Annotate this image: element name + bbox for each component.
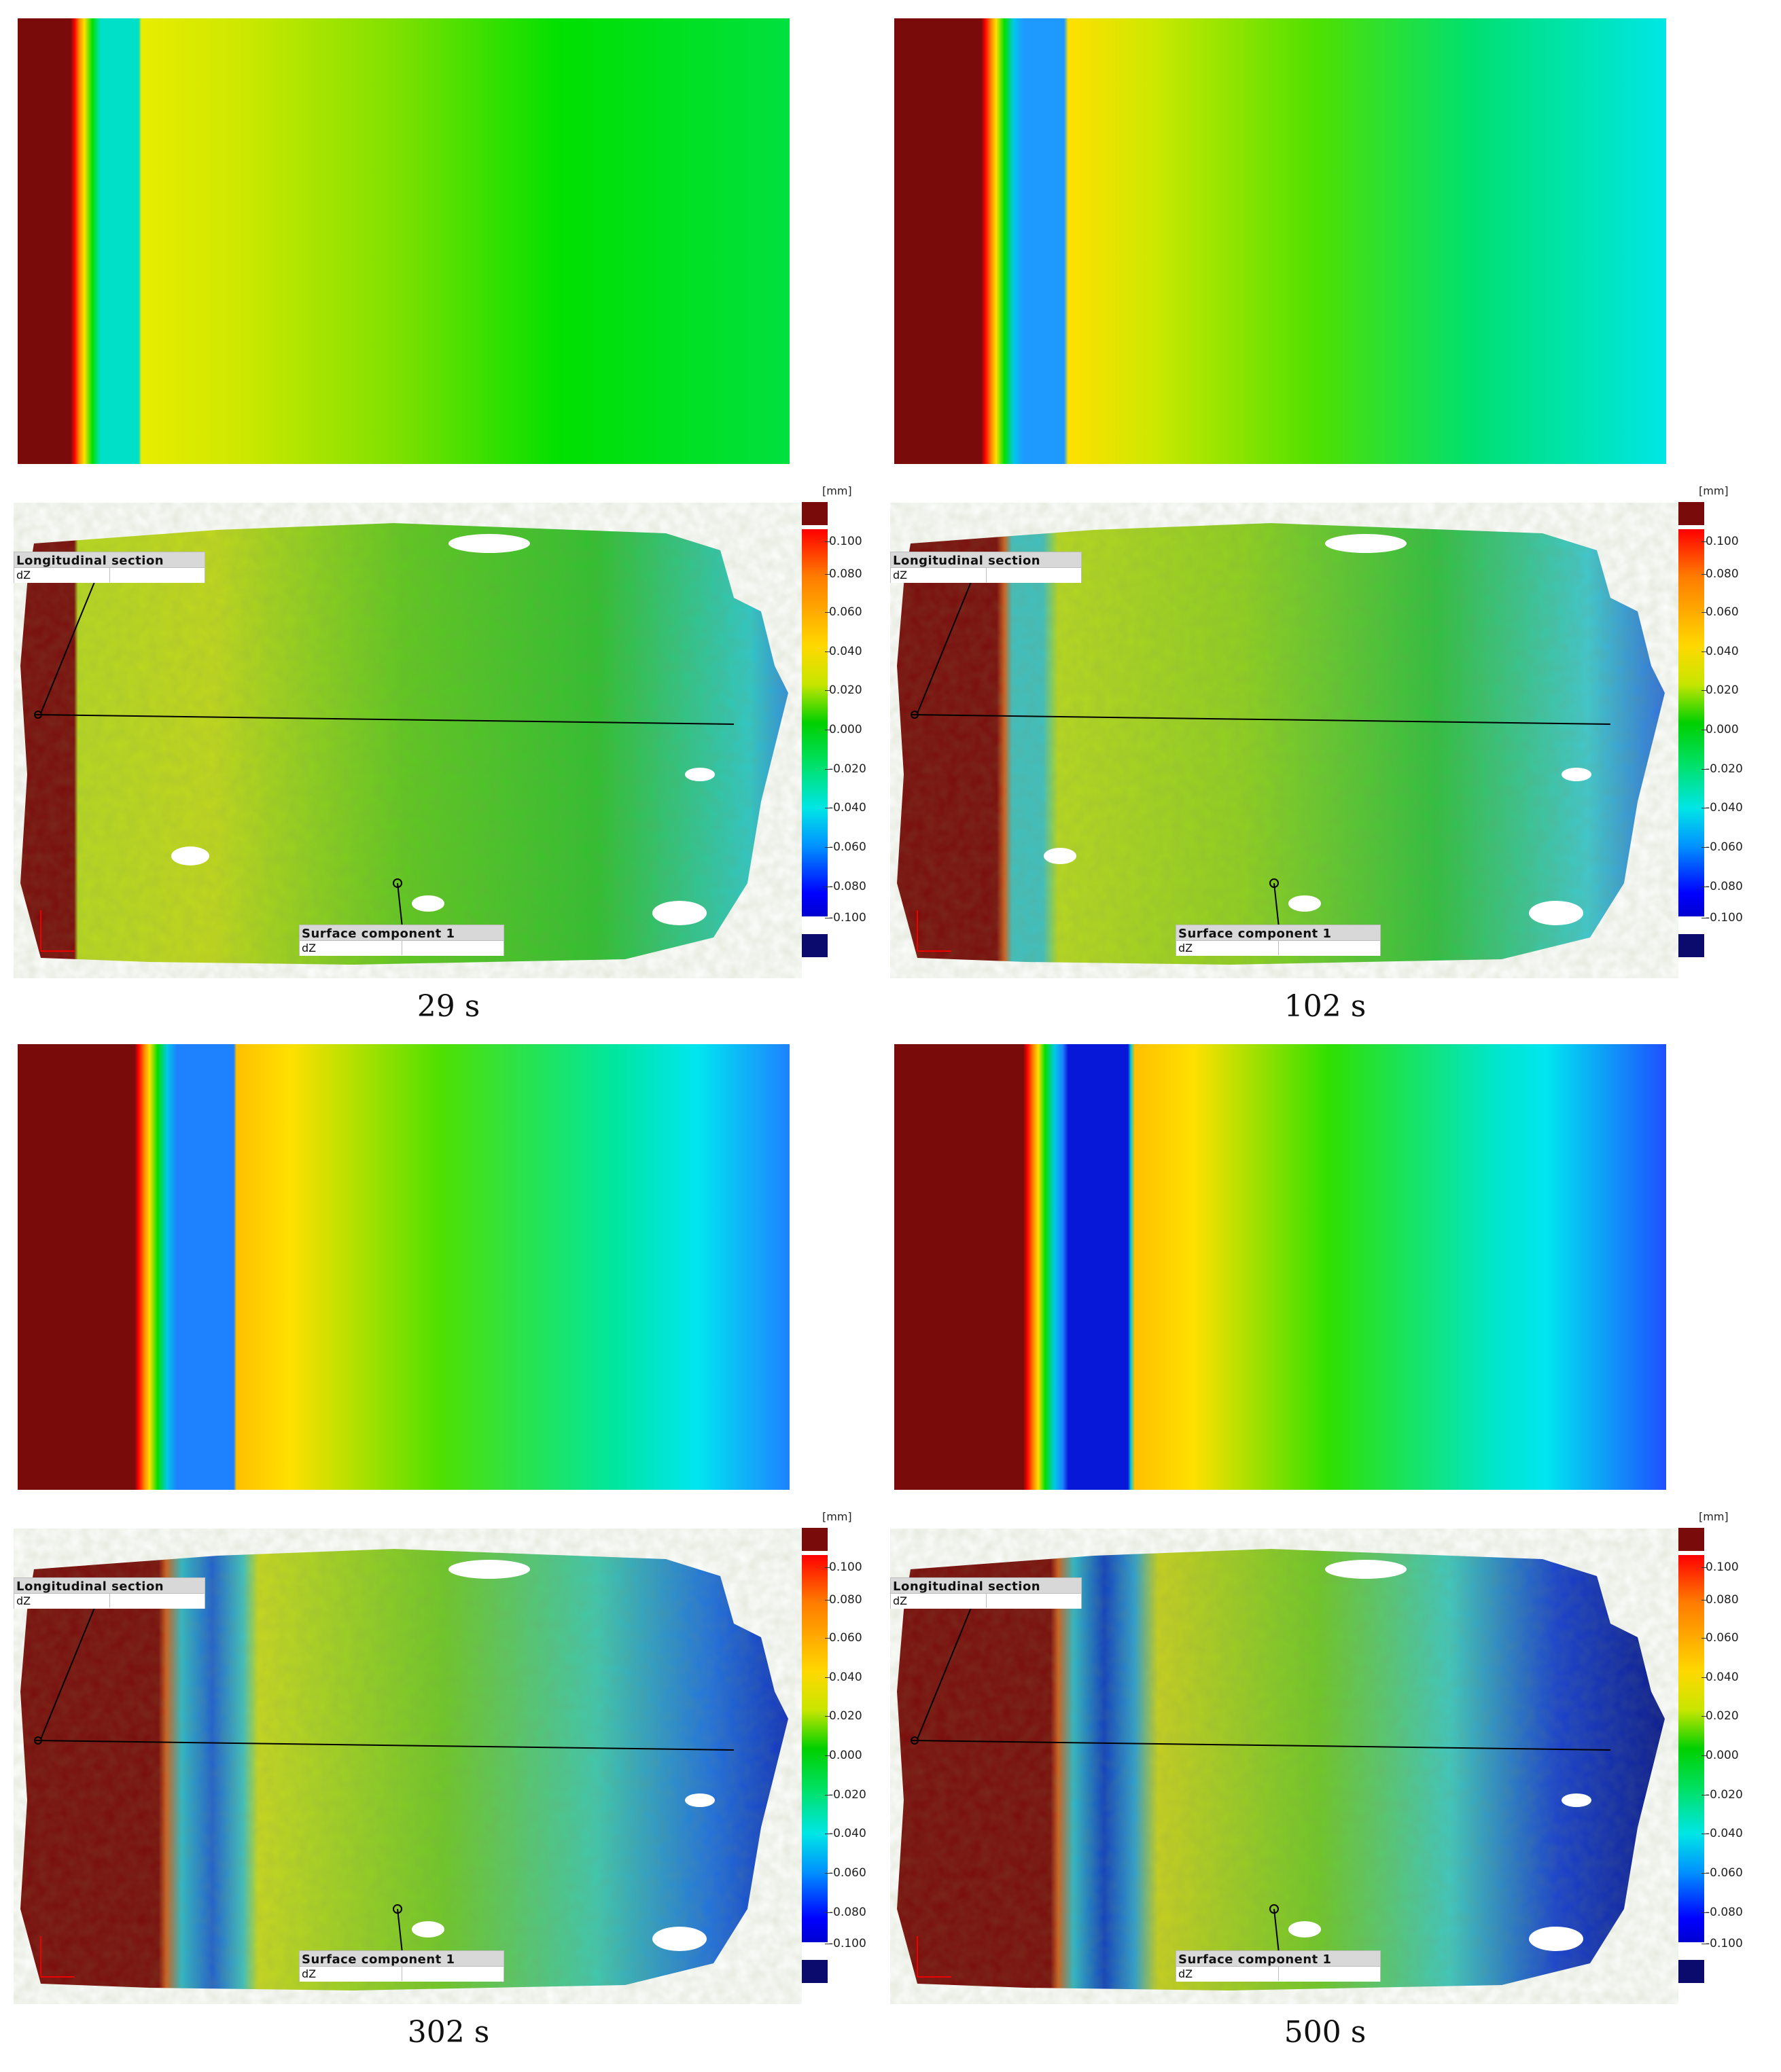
legend-under-range-swatch [802,934,828,957]
legend-tick: -0.020 [825,1788,866,1802]
color-scale-legend: [mm] 0.100 0.080 0.060 0.040 0.020 0.000… [802,1510,883,2006]
legend-tick: -0.060 [825,840,866,854]
legend-tick: 0.100 [825,1560,862,1574]
scan-surface [897,1549,1665,1990]
legend-tick: 0.100 [1701,1560,1739,1574]
scan-surface [897,523,1665,965]
time-caption: 29 s [417,989,480,1024]
panel-29s: Longitudinal section dZ Surface componen… [14,14,883,1033]
surface-component-label: Surface component 1 dZ [299,925,504,956]
legend-tick: 0.100 [825,535,862,548]
legend-tick: 0.020 [825,683,862,697]
legend-tick: 0.020 [1701,683,1739,697]
legend-tick: -0.100 [825,1937,866,1950]
simulation-contour [894,18,1666,464]
legend-unit: [mm] [1699,484,1729,497]
time-caption: 500 s [1284,2015,1366,2050]
measured-deformation-map: Longitudinal section dZ Surface componen… [890,503,1678,978]
legend-unit: [mm] [1699,1510,1729,1523]
legend-tick: 0.020 [825,1709,862,1723]
legend-gradient [802,529,828,916]
legend-tick: 0.000 [1701,723,1739,736]
legend-tick: -0.080 [825,880,866,893]
legend-tick: -0.100 [825,911,866,925]
legend-over-range-swatch [802,502,828,525]
legend-tick: -0.100 [1701,911,1743,925]
legend-tick: 0.060 [1701,605,1739,619]
simulation-contour [18,18,790,464]
panel-302s: Longitudinal section dZ Surface componen… [14,1039,883,2058]
longitudinal-section-label: Longitudinal section dZ [14,1577,205,1609]
legend-tick: -0.040 [825,1827,866,1840]
surface-component-label: Surface component 1 dZ [1176,1950,1381,1982]
legend-tick: 0.080 [825,567,862,581]
legend-tick: 0.060 [1701,1631,1739,1645]
legend-tick: -0.060 [825,1866,866,1880]
legend-gradient [802,1555,828,1942]
legend-tick: -0.040 [1701,801,1743,815]
scan-surface [20,523,788,965]
color-scale-legend: [mm] 0.100 0.080 0.060 0.040 0.020 0.000… [1678,484,1760,980]
legend-tick: -0.080 [1701,880,1743,893]
measured-deformation-map: Longitudinal section dZ Surface componen… [14,503,802,978]
legend-tick: -0.080 [825,1906,866,1919]
legend-tick: -0.080 [1701,1906,1743,1919]
legend-tick: -0.060 [1701,840,1743,854]
legend-tick: -0.100 [1701,1937,1743,1950]
legend-tick: 0.040 [1701,645,1739,658]
measured-deformation-map: Longitudinal section dZ Surface componen… [890,1529,1678,2004]
legend-unit: [mm] [822,484,852,497]
panel-500s: Longitudinal section dZ Surface componen… [890,1039,1760,2058]
simulation-contour [18,1044,790,1490]
legend-tick: 0.000 [1701,1749,1739,1762]
surface-component-label: Surface component 1 dZ [1176,925,1381,956]
legend-tick: 0.040 [825,1671,862,1684]
legend-tick: 0.080 [825,1593,862,1607]
legend-tick: 0.080 [1701,567,1739,581]
time-caption: 102 s [1284,989,1366,1024]
legend-tick: 0.020 [1701,1709,1739,1723]
legend-tick: 0.040 [825,645,862,658]
legend-gradient [1678,529,1704,916]
legend-tick: 0.080 [1701,1593,1739,1607]
legend-tick: 0.000 [825,723,862,736]
legend-tick: -0.040 [1701,1827,1743,1840]
legend-unit: [mm] [822,1510,852,1523]
panel-102s: Longitudinal section dZ Surface componen… [890,14,1760,1033]
longitudinal-section-label: Longitudinal section dZ [14,552,205,583]
time-caption: 302 s [407,2015,490,2050]
legend-tick: 0.060 [825,1631,862,1645]
legend-tick: -0.020 [1701,762,1743,776]
color-scale-legend: [mm] 0.100 0.080 0.060 0.040 0.020 0.000… [1678,1510,1760,2006]
simulation-contour [894,1044,1666,1490]
legend-under-range-swatch [1678,1960,1704,1983]
legend-tick: 0.060 [825,605,862,619]
longitudinal-section-label: Longitudinal section dZ [890,1577,1082,1609]
legend-over-range-swatch [1678,502,1704,525]
legend-under-range-swatch [1678,934,1704,957]
scan-surface [20,1549,788,1990]
legend-tick: -0.060 [1701,1866,1743,1880]
legend-gradient [1678,1555,1704,1942]
legend-under-range-swatch [802,1960,828,1983]
legend-tick: -0.020 [1701,1788,1743,1802]
legend-tick: 0.000 [825,1749,862,1762]
legend-over-range-swatch [802,1528,828,1551]
surface-component-label: Surface component 1 dZ [299,1950,504,1982]
measured-deformation-map: Longitudinal section dZ Surface componen… [14,1529,802,2004]
legend-tick: 0.040 [1701,1671,1739,1684]
legend-tick: -0.040 [825,801,866,815]
longitudinal-section-label: Longitudinal section dZ [890,552,1082,583]
legend-over-range-swatch [1678,1528,1704,1551]
color-scale-legend: [mm] 0.100 0.080 0.060 0.040 0.020 0.000… [802,484,883,980]
legend-tick: 0.100 [1701,535,1739,548]
legend-tick: -0.020 [825,762,866,776]
